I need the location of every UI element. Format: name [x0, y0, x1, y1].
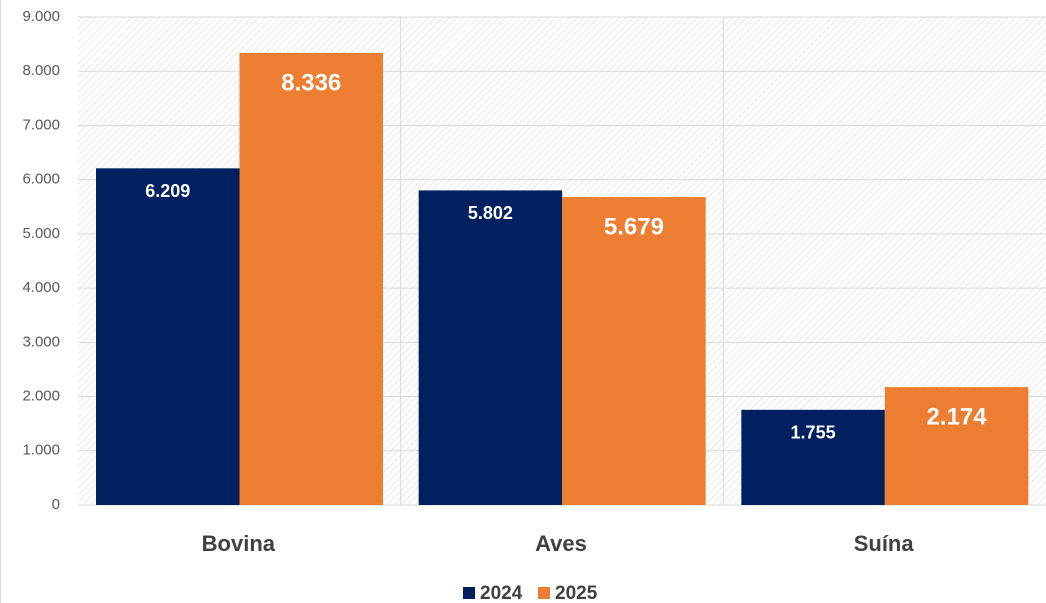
bar — [562, 197, 706, 505]
legend-swatch — [463, 587, 475, 599]
y-tick-label: 6.000 — [22, 171, 60, 188]
data-label: 5.802 — [468, 203, 513, 223]
legend-label: 2024 — [480, 583, 523, 603]
bar — [96, 168, 240, 505]
data-label: 2.174 — [927, 403, 988, 430]
y-tick-label: 4.000 — [22, 279, 60, 296]
bar — [239, 53, 383, 506]
y-tick-label: 1.000 — [22, 442, 60, 459]
data-label: 8.336 — [281, 69, 341, 96]
y-tick-label: 0 — [52, 496, 60, 513]
data-label: 5.679 — [604, 213, 664, 240]
x-tick-label: Bovina — [202, 531, 276, 556]
x-tick-label: Suína — [854, 531, 915, 556]
legend-swatch — [538, 587, 550, 599]
y-tick-label: 5.000 — [22, 225, 60, 242]
data-label: 6.209 — [145, 181, 190, 201]
y-tick-label: 9.000 — [22, 8, 60, 25]
bar — [884, 387, 1029, 505]
y-tick-label: 8.000 — [22, 62, 60, 79]
y-tick-label: 2.000 — [22, 388, 60, 405]
bar — [741, 409, 885, 505]
y-tick-label: 3.000 — [22, 333, 60, 350]
x-tick-label: Aves — [535, 531, 587, 556]
legend-label: 2025 — [555, 583, 598, 603]
data-label: 1.755 — [791, 423, 836, 443]
bar — [418, 190, 563, 506]
y-tick-label: 7.000 — [22, 116, 60, 133]
